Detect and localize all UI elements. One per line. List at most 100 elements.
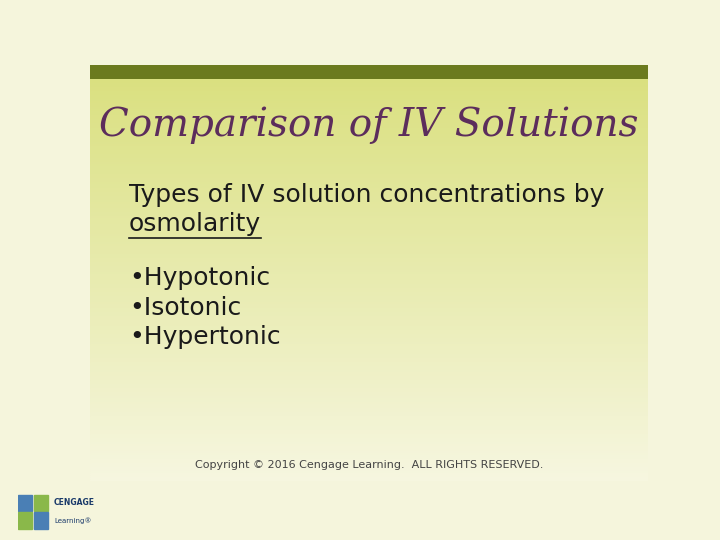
Bar (90, 346, 648, 348)
Bar (90, 208, 648, 210)
Bar (90, 138, 648, 139)
Bar (90, 186, 648, 188)
Bar (90, 230, 648, 232)
Bar (90, 288, 648, 290)
Bar (90, 393, 648, 394)
Bar (90, 404, 648, 407)
Bar (90, 79, 648, 82)
Bar (90, 418, 648, 421)
Bar (90, 178, 648, 180)
Bar (90, 180, 648, 181)
Bar (90, 436, 648, 438)
Bar (90, 97, 648, 99)
Bar (90, 122, 648, 124)
Bar (90, 302, 648, 304)
Bar (90, 379, 648, 380)
Bar (18, 495, 32, 511)
Bar (90, 232, 648, 234)
Bar (90, 266, 648, 268)
Bar (90, 320, 648, 322)
Bar (90, 216, 648, 218)
Bar (90, 218, 648, 220)
Bar (90, 272, 648, 274)
Bar (90, 477, 648, 478)
Bar (90, 292, 648, 294)
Bar (90, 308, 648, 310)
Bar (90, 152, 648, 153)
Bar (90, 164, 648, 166)
Bar (90, 132, 648, 133)
Bar (90, 467, 648, 469)
Bar (90, 166, 648, 167)
Bar (90, 113, 648, 116)
Bar (90, 125, 648, 127)
Bar (90, 118, 648, 119)
Bar (90, 312, 648, 314)
Bar (90, 214, 648, 216)
Bar (90, 380, 648, 382)
Bar (90, 364, 648, 366)
Bar (90, 328, 648, 330)
Bar (90, 472, 648, 475)
Bar (90, 238, 648, 240)
Bar (90, 366, 648, 368)
Bar (90, 150, 648, 152)
Bar (90, 447, 648, 449)
Bar (90, 461, 648, 463)
Text: •Hypertonic: •Hypertonic (129, 325, 281, 349)
Bar (90, 188, 648, 190)
Bar (90, 438, 648, 441)
Bar (90, 413, 648, 414)
Bar (90, 248, 648, 250)
Text: •Isotonic: •Isotonic (129, 295, 241, 320)
Bar (90, 332, 648, 334)
Bar (90, 396, 648, 399)
Bar (90, 344, 648, 346)
Bar (90, 394, 648, 396)
Bar (90, 358, 648, 360)
Text: Comparison of IV Solutions: Comparison of IV Solutions (99, 106, 639, 144)
Bar (90, 456, 648, 458)
Bar (90, 144, 648, 146)
Bar (90, 450, 648, 453)
Bar (90, 304, 648, 306)
Bar (90, 470, 648, 472)
Bar (90, 350, 648, 352)
Bar (90, 356, 648, 358)
Bar (90, 422, 648, 424)
Bar (90, 127, 648, 130)
Bar (90, 264, 648, 266)
Bar (90, 228, 648, 230)
Bar (90, 352, 648, 354)
Bar (90, 195, 648, 198)
Bar (90, 276, 648, 278)
Bar (90, 400, 648, 402)
Bar (90, 161, 648, 164)
Text: Copyright © 2016 Cengage Learning.  ALL RIGHTS RESERVED.: Copyright © 2016 Cengage Learning. ALL R… (195, 460, 543, 470)
Bar (90, 226, 648, 228)
Bar (90, 268, 648, 270)
Text: •Hypotonic: •Hypotonic (129, 266, 270, 291)
Bar (90, 430, 648, 433)
Bar (90, 220, 648, 222)
Bar (90, 204, 648, 206)
Bar (90, 172, 648, 174)
Bar (90, 407, 648, 408)
Bar (90, 374, 648, 376)
Bar (90, 85, 648, 87)
Bar (18, 512, 32, 529)
Bar (90, 342, 648, 344)
Bar (90, 360, 648, 362)
Bar (90, 376, 648, 379)
Bar (90, 83, 648, 85)
Bar (90, 280, 648, 282)
Bar (90, 453, 648, 455)
Bar (90, 449, 648, 450)
Bar (90, 348, 648, 350)
Bar (90, 254, 648, 256)
Bar (90, 104, 648, 105)
Bar (90, 458, 648, 461)
Bar (90, 170, 648, 172)
Bar (90, 105, 648, 107)
Bar (90, 184, 648, 186)
